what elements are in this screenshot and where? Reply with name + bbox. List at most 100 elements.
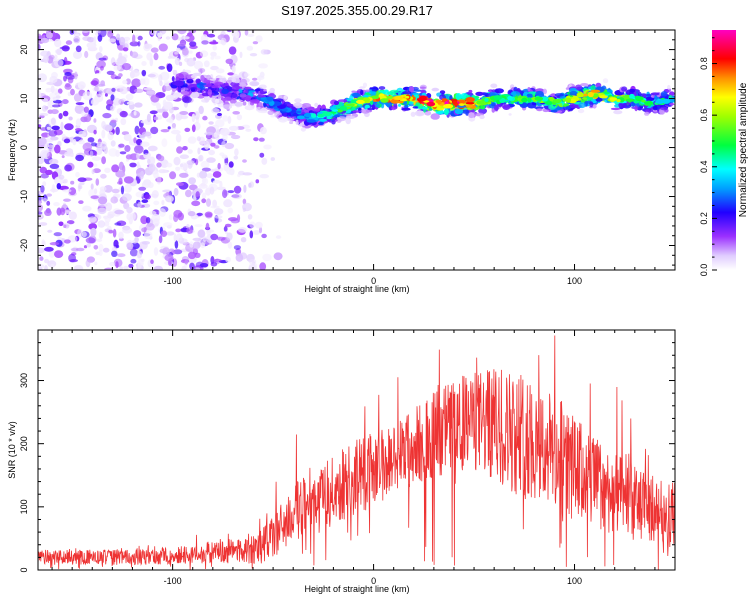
noise-blob [108, 148, 118, 157]
noise-blob [91, 156, 102, 161]
noise-blob [134, 102, 143, 108]
noise-blob [258, 137, 265, 142]
noise-blob [249, 221, 256, 229]
noise-blob [222, 115, 229, 122]
noise-blob [275, 235, 282, 239]
noise-blob [144, 231, 153, 240]
noise-blob [148, 156, 156, 165]
noise-blob [92, 168, 101, 174]
noise-blob [64, 164, 72, 172]
ridge-core [545, 101, 553, 105]
noise-blob [149, 110, 158, 115]
snr-ticks: -100 0 100 0 100 200 300 [19, 329, 676, 586]
noise-blob [164, 254, 174, 262]
noise-blob [243, 184, 247, 193]
noise-blob [61, 155, 65, 159]
noise-blob [165, 36, 171, 40]
noise-blob [183, 36, 190, 40]
noise-blob [211, 108, 220, 114]
noise-blob [259, 174, 270, 179]
noise-blob [86, 37, 95, 43]
ridge-blob [206, 74, 212, 80]
ridge-blob [641, 93, 647, 97]
ridge-blob [595, 97, 603, 102]
ridge-blob [669, 103, 675, 106]
noise-blob [150, 126, 159, 135]
ridge-core [552, 98, 562, 103]
noise-blob [242, 198, 247, 205]
y-tick-label: -20 [19, 239, 29, 252]
noise-blob [141, 241, 150, 245]
noise-blob [175, 228, 182, 233]
noise-blob [40, 173, 49, 179]
noise-blob [222, 104, 233, 110]
noise-blob [122, 79, 128, 85]
x-tick-label: 0 [371, 576, 376, 586]
noise-blob [38, 119, 41, 123]
noise-blob [177, 30, 187, 35]
ridge-core [609, 97, 618, 101]
noise-blob [138, 171, 144, 180]
noise-blob [118, 231, 124, 240]
noise-blob [157, 35, 161, 42]
noise-blob [126, 242, 134, 250]
noise-blob [38, 222, 48, 226]
noise-blob [195, 267, 201, 270]
noise-blob [113, 239, 119, 249]
noise-blob [153, 247, 159, 256]
noise-blob [38, 90, 42, 99]
noise-blob [225, 58, 234, 64]
ridge-blob [248, 90, 255, 93]
ridge-blob [267, 110, 274, 116]
ridge-core [587, 92, 594, 98]
noise-blob [89, 150, 94, 157]
noise-blob [75, 118, 82, 127]
ridge-blob [209, 78, 217, 81]
noise-blob [253, 137, 259, 142]
y-tick-label: 0 [19, 145, 29, 150]
noise-blob [242, 172, 253, 176]
snr-frame [37, 329, 676, 571]
ridge-blob [352, 92, 361, 98]
ridge-blob [351, 90, 357, 93]
ridge-core [655, 99, 665, 104]
noise-blob [228, 161, 234, 168]
noise-blob [92, 86, 101, 92]
noise-blob [38, 200, 43, 204]
ridge-core [281, 108, 288, 112]
noise-blob [217, 162, 221, 170]
ridge-core [644, 101, 653, 105]
noise-blob [78, 139, 85, 145]
noise-blob [197, 147, 201, 155]
ridge-core [296, 115, 306, 120]
noise-blob [111, 250, 118, 257]
noise-blob [63, 138, 71, 144]
ridge-blob [221, 77, 227, 84]
noise-blob [45, 169, 53, 175]
ridge-blob [602, 78, 609, 84]
noise-blob [108, 229, 114, 234]
noise-blob [104, 215, 111, 223]
ridge-core [339, 105, 347, 111]
noise-blob [205, 187, 212, 196]
noise-blob [56, 183, 61, 190]
ridge-blob [192, 72, 201, 77]
ridge-blob [410, 111, 416, 117]
noise-blob [200, 160, 210, 169]
noise-blob [69, 259, 78, 263]
noise-blob [54, 38, 62, 48]
noise-blob [49, 242, 60, 246]
noise-blob [171, 123, 176, 128]
noise-blob [233, 155, 239, 160]
noise-blob [112, 228, 117, 238]
noise-blob [38, 73, 47, 83]
ridge-blob [391, 106, 397, 111]
ridge-blob [208, 92, 212, 95]
noise-blob [90, 80, 99, 86]
ridge-core [311, 113, 317, 118]
noise-blob [47, 229, 53, 233]
noise-blob [93, 118, 97, 123]
ridge-blob [333, 100, 340, 105]
noise-blob [118, 73, 123, 78]
